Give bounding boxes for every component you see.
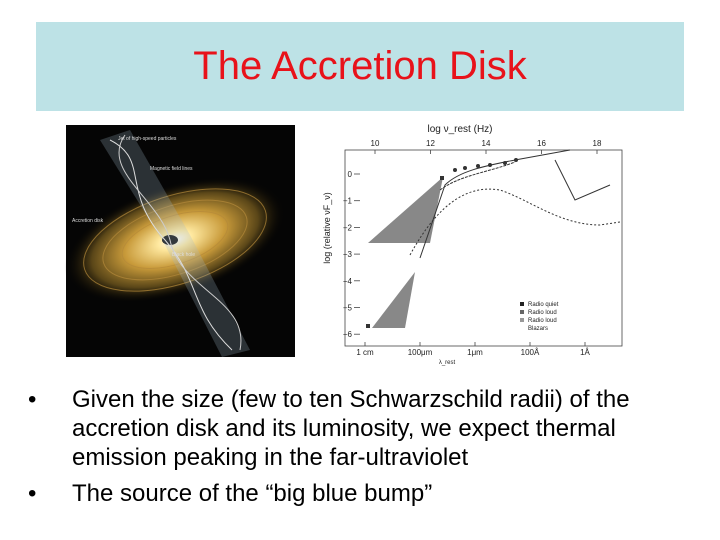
illustration-label: Black hole xyxy=(172,252,195,258)
sed-figure: log ν_rest (Hz) λ_rest log (relative νF_… xyxy=(322,124,623,366)
y-axis-label: log (relative νF_ν) xyxy=(322,192,332,264)
top-tick-label: 10 xyxy=(371,139,380,148)
figures: Jet of high-speed particles Magnetic fie… xyxy=(64,124,623,366)
bullet-list: Given the size (few to ten Schwarzschild… xyxy=(28,385,668,515)
legend-swatch xyxy=(520,302,524,306)
top-tick-label: 14 xyxy=(482,139,491,148)
title: The Accretion Disk xyxy=(193,44,527,88)
illustration-label: Jet of high-speed particles xyxy=(118,136,177,142)
legend-label: Radio loud xyxy=(528,310,557,316)
y-tick-label: −2 xyxy=(343,223,353,232)
bullet: Given the size (few to ten Schwarzschild… xyxy=(28,385,668,472)
legend-swatch xyxy=(520,326,524,330)
bottom-tick-label: 1Å xyxy=(580,348,590,357)
y-tick-label: −4 xyxy=(343,277,353,286)
illustration-label: Magnetic field lines xyxy=(150,166,193,172)
y-tick-label: −1 xyxy=(343,197,353,206)
legend: Radio quiet Radio loud Radio loud Blazars xyxy=(520,302,559,332)
legend-label: Blazars xyxy=(528,326,548,332)
legend-swatch xyxy=(520,310,524,314)
top-axis-label: log ν_rest (Hz) xyxy=(427,124,492,135)
top-tick-label: 16 xyxy=(537,139,546,148)
legend-label: Radio loud xyxy=(528,318,557,324)
y-tick-label: 0 xyxy=(348,170,353,179)
bullet: The source of the “big blue bump” xyxy=(28,479,668,508)
bottom-tick-label: 100Å xyxy=(521,348,540,357)
legend-swatch xyxy=(520,318,524,322)
bottom-tick-label: 100μm xyxy=(408,348,433,357)
y-tick-label: −5 xyxy=(343,304,353,313)
title-box: The Accretion Disk xyxy=(36,22,684,111)
top-tick-label: 12 xyxy=(426,139,435,148)
legend-label: Radio quiet xyxy=(528,302,559,308)
top-tick-label: 18 xyxy=(593,139,602,148)
illustration-label: Accretion disk xyxy=(72,218,104,224)
bottom-tick-label: 1μm xyxy=(467,348,483,357)
illustration: Jet of high-speed particles Magnetic fie… xyxy=(64,125,295,357)
y-tick-label: −6 xyxy=(343,330,353,339)
y-tick-label: −3 xyxy=(343,250,353,259)
bottom-tick-label: 1 cm xyxy=(356,348,374,357)
bottom-axis-label: λ_rest xyxy=(439,360,456,366)
